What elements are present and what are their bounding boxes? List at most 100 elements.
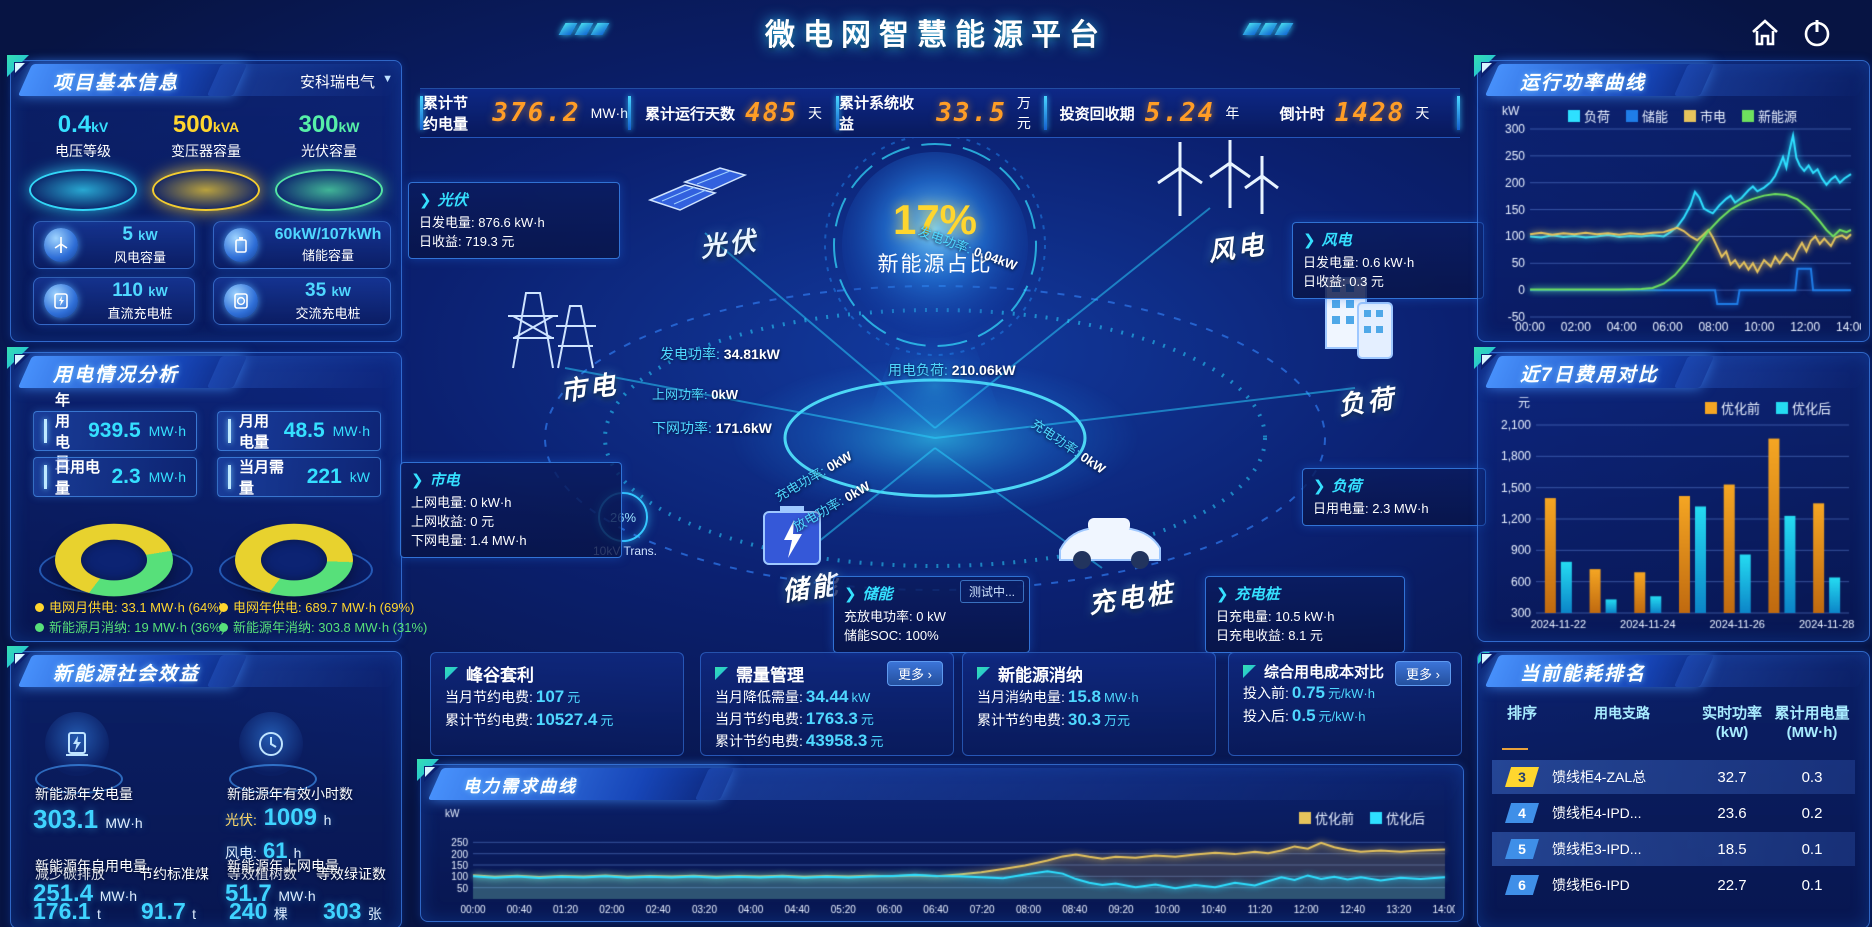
- spoke-draw-power: 下网功率: 171.6kW: [652, 420, 772, 436]
- corner-mini-icon: [715, 667, 728, 680]
- panel-corner-icon: [1478, 652, 1504, 676]
- title-decoration-left: [558, 22, 630, 36]
- benefit-gen-label: 新能源年发电量: [35, 786, 133, 802]
- chevron-right-icon: ❯: [1216, 586, 1229, 603]
- storage-card-title: ❯ 储能: [844, 586, 893, 603]
- run-power-chart: [1484, 103, 1861, 335]
- pv-node-icon: [640, 160, 750, 235]
- card-storage-capacity: 60kW/107kWh 储能容量: [213, 221, 391, 269]
- spotlight-voltage: 0.4kV 电压等级: [23, 111, 143, 211]
- rank-badge: 3: [1505, 767, 1539, 787]
- renewable-percent-label: 新能源占比: [877, 253, 993, 276]
- stats-separator: [1457, 96, 1460, 130]
- panel-demand-header: 电力需求曲线: [417, 759, 1467, 803]
- spoke-feed-power: 上网功率: 0kW: [652, 387, 738, 402]
- panel-title: 新能源社会效益: [53, 664, 201, 685]
- spotlight-transformer: 500kVA 变压器容量: [146, 111, 266, 211]
- cost-compare-chart: [1484, 395, 1861, 633]
- panel-corner-icon: [7, 347, 37, 377]
- pv-info-card: ❯ 光伏 日发电量: 876.6 kW·h 日收益: 719.3 元: [408, 182, 620, 259]
- chevron-right-icon: ❯: [844, 586, 857, 603]
- legend-grid-month: 电网月供电: 33.1 MW·h (64%): [35, 597, 223, 616]
- benefit-feed-value: 51.7 MW·h: [225, 880, 316, 907]
- cost-more-button[interactable]: 更多 ›: [1395, 661, 1451, 686]
- charger-card-title: ❯ 充电桩: [1216, 586, 1280, 603]
- renewable-percent-value: 17%: [892, 196, 978, 243]
- icon-base: [229, 764, 317, 794]
- chevron-right-icon: ❯: [1313, 478, 1326, 495]
- stat-month-demand: 当月需量 221 kW: [217, 457, 381, 497]
- chevron-down-icon[interactable]: ▼: [382, 73, 393, 85]
- stat-year-usage: 年用电量939.5MW·h: [33, 392, 197, 472]
- benefit-tree-value: 240 棵: [229, 898, 288, 924]
- chevron-right-icon: ❯: [419, 192, 432, 209]
- demand-more-button[interactable]: 更多 ›: [887, 661, 943, 686]
- card-cost-comparison: 综合用电成本对比 更多 › 投入前: 0.75 元/kW·h 投入后: 0.5 元/kW…: [1228, 652, 1462, 756]
- rank-row-4[interactable]: 6 馈线柜6-IPD 22.7 0.1: [1492, 868, 1855, 902]
- panel-title: 用电情况分析: [53, 365, 180, 386]
- home-icon[interactable]: [1748, 16, 1782, 50]
- stat-countdown: 倒计时 1428 天: [1279, 98, 1430, 128]
- stats-separator: [628, 96, 631, 130]
- title-decoration-right: [1242, 22, 1314, 36]
- card-wind-capacity: 5 kW 风电容量: [33, 221, 195, 269]
- stat-month-usage: 月用电量 48.5 MW·h: [217, 411, 381, 451]
- kpi-stats-bar: 累计节约电量 376.2 MW·h 累计运行天数 485 天 累计系统收益 33.5 万元 …: [420, 88, 1460, 138]
- panel-run-curve: 运行功率曲线: [1474, 55, 1872, 342]
- donut-month-supply: [55, 523, 173, 597]
- icon-base: [35, 764, 123, 794]
- panel-cost-header: 近7日费用对比: [1474, 347, 1872, 391]
- panel-usage-header: 用电情况分析: [7, 347, 405, 391]
- stat-payback-period: 投资回收期 5.24 年: [1059, 98, 1240, 128]
- benefit-gen-value: 303.1 MW·h: [33, 804, 143, 834]
- chevron-right-icon: ❯: [1303, 232, 1316, 249]
- panel-social-benefit: 新能源社会效益 新能源年发电量 303.1 MW·h 新能源年有效小时数 光伏:…: [7, 646, 405, 927]
- panel-demand-curve: 电力需求曲线: [417, 759, 1467, 922]
- legend-renew-month: 新能源月消纳: 19 MW·h (36%): [35, 617, 225, 636]
- company-dropdown[interactable]: 安科瑞电气: [299, 74, 375, 91]
- spoke-pv-gen-power: 发电功率: 34.81kW: [660, 346, 780, 362]
- wind-node-icon: [1140, 128, 1280, 233]
- power-icon[interactable]: [1800, 16, 1834, 50]
- benefit-coal-label: 节约标准煤: [139, 866, 209, 882]
- rank-table-header: 排序 用电支路 实时功率 (kW) 累计用电量 (MW·h): [1506, 705, 1850, 741]
- panel-corner-icon: [417, 759, 447, 789]
- grid-info-card: ❯ 市电 上网电量: 0 kW·h 上网收益: 0 元 下网电量: 1.4 MW·…: [400, 462, 622, 558]
- rank-badge: 6: [1505, 875, 1539, 895]
- rank-row-2[interactable]: 4 馈线柜4-IPD... 23.6 0.2: [1492, 796, 1855, 830]
- stats-separator: [1044, 96, 1047, 130]
- stat-saved-energy: 累计节约电量 376.2 MW·h: [423, 95, 628, 133]
- rank-row-1[interactable]: 3 馈线柜4-ZAL总 32.7 0.3: [1492, 760, 1855, 794]
- donut-year-supply: [235, 523, 353, 597]
- card-ac-charger: 35 kW 交流充电桩: [213, 277, 391, 325]
- grid-card-title: ❯ 市电: [411, 472, 460, 489]
- chevron-right-icon: ❯: [411, 472, 424, 489]
- panel-title: 电力需求曲线: [463, 777, 577, 796]
- panel-title: 运行功率曲线: [1520, 73, 1647, 94]
- wind-card-title: ❯ 风电: [1303, 232, 1352, 249]
- stat-day-usage: 日用电量 2.3 MW·h: [33, 457, 197, 497]
- load-card-title: ❯ 负荷: [1313, 478, 1362, 495]
- rank-row-3[interactable]: 5 馈线柜3-IPD... 18.5 0.1: [1492, 832, 1855, 866]
- stats-separator: [836, 96, 839, 130]
- legend-grid-year: 电网年供电: 689.7 MW·h (69%): [219, 597, 414, 616]
- corner-mini-icon: [445, 667, 458, 680]
- panel-rank-header: 当前能耗排名: [1478, 652, 1869, 690]
- panel-energy-rank: 当前能耗排名 排序 用电支路 实时功率 (kW) 累计用电量 (MW·h) 3 馈线…: [1477, 651, 1870, 927]
- benefit-co2-label: 减少碳排放: [35, 866, 105, 882]
- benefit-wind-hours: 风电: 61 h: [225, 838, 302, 863]
- benefit-feed-label: 新能源年上网电量: [227, 858, 339, 874]
- rank-badge: 4: [1505, 803, 1539, 823]
- corner-mini-icon: [977, 667, 990, 680]
- panel-title: 近7日费用对比: [1520, 365, 1659, 386]
- panel-corner-icon: [1474, 347, 1504, 377]
- card-demand-management: 需量管理 更多 › 当月降低需量: 34.44 kW 当月节约电费: 1763.3 元 …: [700, 652, 954, 756]
- battery-icon: [224, 228, 258, 262]
- benefit-cert-label: 等效绿证数: [316, 866, 386, 882]
- demand-curve-chart: [427, 805, 1455, 917]
- card-peak-valley-arbitrage: 峰谷套利 当月节约电费: 107 元 累计节约电费: 10527.4 元: [430, 652, 684, 756]
- benefit-co2-value: 176.1 t: [33, 898, 101, 924]
- corner-mini-icon: [1243, 665, 1256, 678]
- charger-node-icon: [1040, 498, 1180, 583]
